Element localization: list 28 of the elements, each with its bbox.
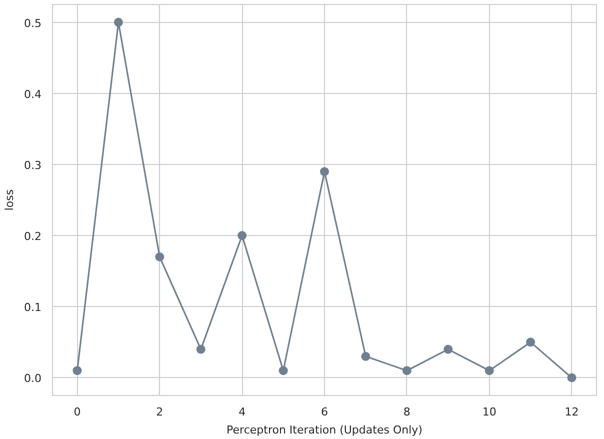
x-tick-label: 8 [403, 406, 410, 418]
point [238, 231, 247, 240]
x-tick-label: 2 [156, 406, 164, 418]
y-tick-label: 0.4 [24, 88, 42, 101]
y-tick-label: 0.0 [24, 372, 42, 386]
y-tick-label: 0.2 [24, 230, 42, 244]
point [444, 344, 453, 354]
y-tick-label: 0.3 [24, 158, 42, 172]
point [114, 18, 123, 27]
x-tick-label: 0 [74, 406, 81, 418]
point [320, 167, 329, 176]
point [361, 352, 370, 361]
point [567, 373, 576, 382]
x-tick-label: 6 [321, 406, 328, 418]
point [278, 366, 288, 376]
x-tick-label: 4 [238, 406, 246, 418]
point [155, 252, 164, 262]
x-tick-label: 10 [482, 406, 496, 418]
x-tick-label: 12 [564, 406, 579, 418]
point [196, 344, 206, 354]
point [484, 366, 494, 376]
y-tick-label: 0.5 [24, 16, 42, 30]
point [526, 338, 536, 347]
y-tick-label: 0.1 [24, 301, 42, 314]
point [72, 366, 82, 376]
point [402, 366, 412, 376]
y-axis-title: loss [3, 189, 16, 211]
x-axis-title: Perceptron Iteration (Updates Only) [226, 424, 422, 436]
